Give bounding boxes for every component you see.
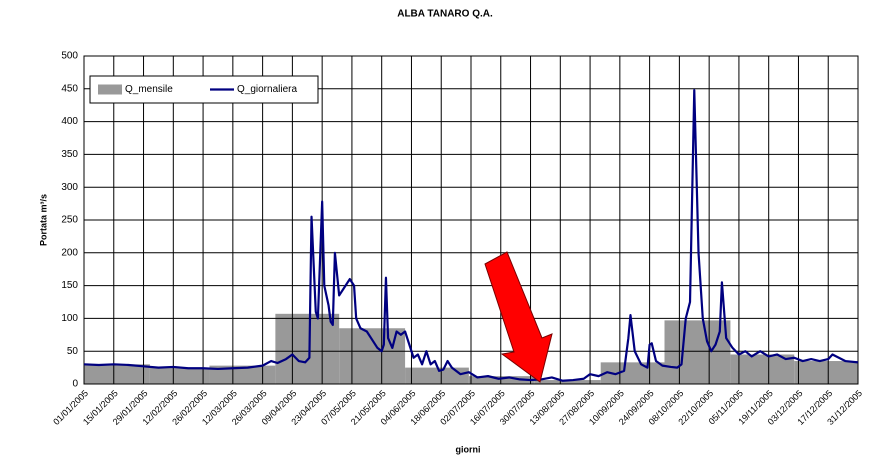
monthly-area [534, 380, 601, 384]
monthly-area [794, 361, 858, 384]
y-tick-label: 50 [67, 346, 79, 357]
daily-line [83, 89, 859, 382]
legend-swatch [98, 84, 122, 95]
arrow [484, 251, 553, 383]
x-axis-title: giorni [456, 444, 481, 454]
y-tick-label: 200 [61, 247, 78, 258]
monthly-area [405, 367, 469, 384]
monthly-area [149, 367, 210, 384]
y-axis-title: Portata m³/s [38, 194, 48, 246]
y-tick-label: 400 [61, 116, 78, 127]
y-tick-label: 300 [61, 182, 78, 193]
legend-label: Q_giornaliera [237, 84, 297, 95]
y-tick-label: 500 [61, 51, 78, 62]
monthly-area [275, 313, 340, 384]
legend: Q_mensile Q_giornaliera [89, 75, 319, 104]
monthly-area [84, 364, 150, 384]
plot-frame [83, 55, 859, 385]
legend-label: Q_mensile [125, 84, 173, 95]
legend-box [89, 75, 319, 104]
chart-title: ALBA TANARO Q.A. [397, 9, 493, 20]
y-tick-label: 250 [61, 215, 78, 226]
monthly-area [209, 365, 276, 384]
y-tick-label: 150 [61, 280, 78, 291]
y-tick-label: 350 [61, 149, 78, 160]
y-tick-label: 0 [72, 379, 78, 390]
y-tick-label: 100 [61, 313, 78, 324]
monthly-area [468, 376, 535, 384]
y-tick-label: 450 [61, 83, 78, 94]
monthly-area [730, 354, 795, 384]
